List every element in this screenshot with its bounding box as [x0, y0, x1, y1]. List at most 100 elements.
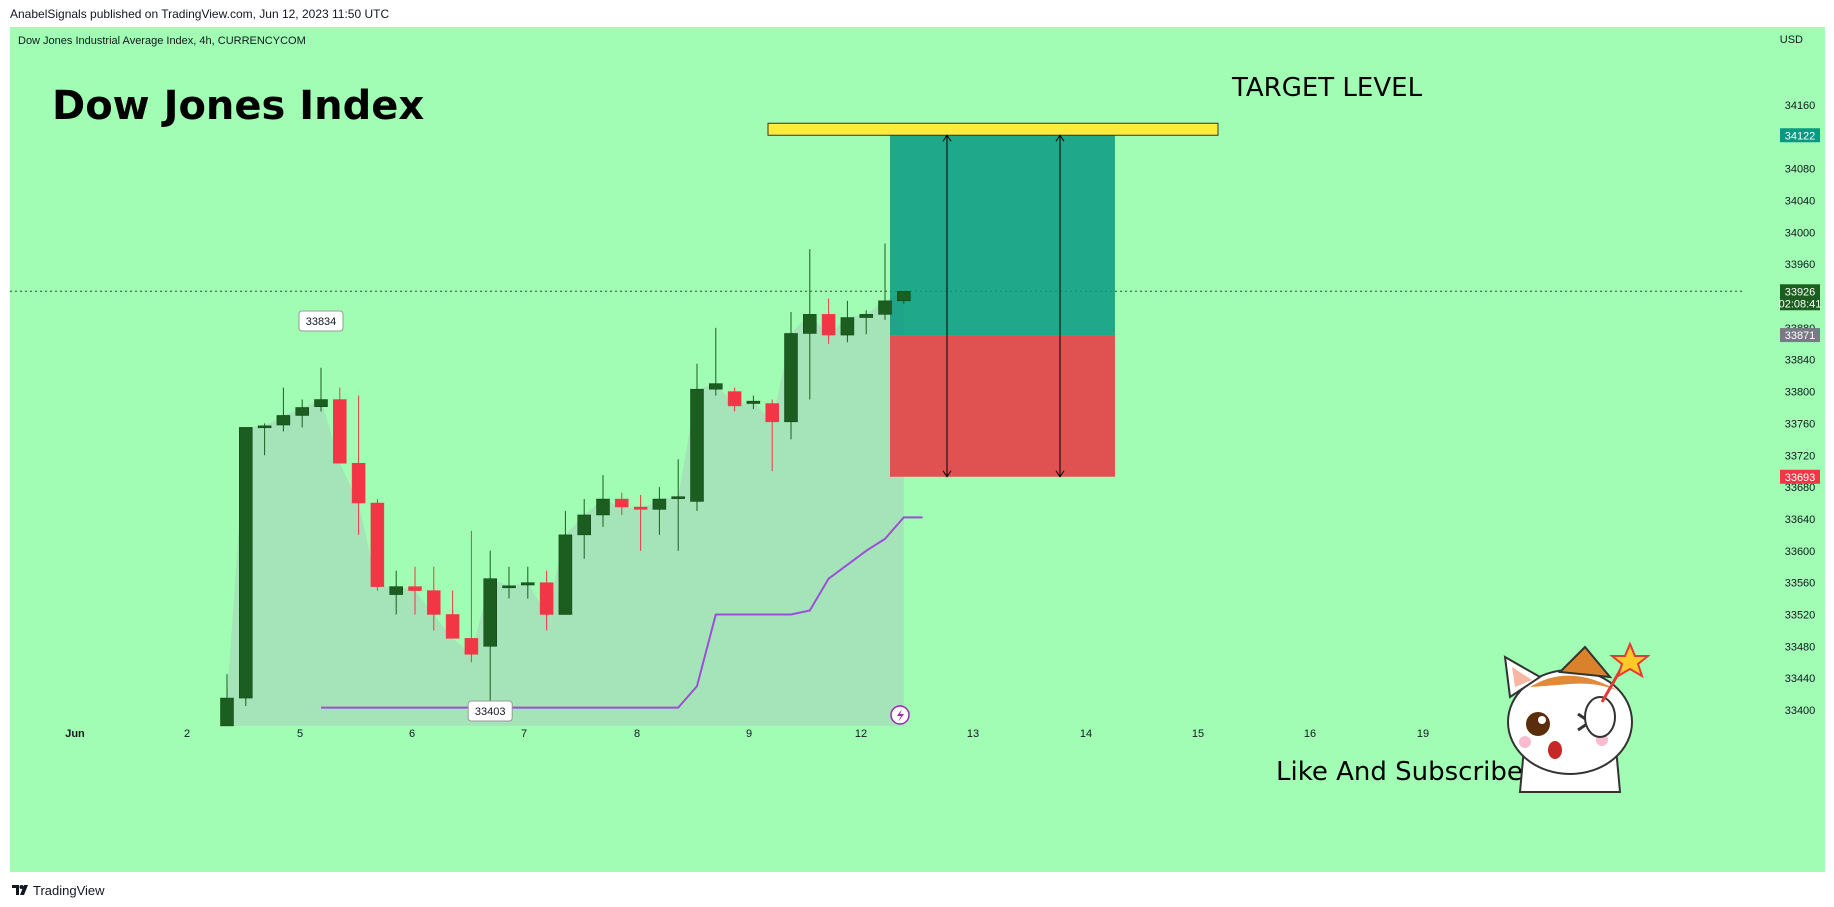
trailing-stop-line — [321, 516, 923, 709]
current-price-tag: 33926 — [1785, 286, 1816, 298]
candle-body — [464, 638, 479, 655]
candle-body — [408, 586, 422, 591]
y-tick-label: 34000 — [1785, 227, 1816, 239]
loss-zone — [890, 335, 1115, 477]
y-tick-label: 33760 — [1785, 418, 1816, 430]
x-tick-label: 15 — [1192, 728, 1204, 740]
candle-body — [596, 498, 610, 516]
y-tick-label: 34080 — [1785, 164, 1816, 176]
x-tick-label: 8 — [634, 728, 640, 740]
svg-text:33403: 33403 — [475, 706, 506, 718]
bottom-bar: TradingView — [0, 872, 1834, 907]
tradingview-logo[interactable]: TradingView — [12, 883, 105, 898]
y-tick-label: 34160 — [1785, 100, 1816, 112]
candle-body — [897, 291, 911, 302]
candle-body — [878, 300, 892, 315]
x-tick-label: 2 — [184, 728, 190, 740]
x-tick-label: 6 — [409, 728, 415, 740]
candle-body — [370, 502, 385, 587]
published-info: AnabelSignals published on TradingView.c… — [10, 7, 390, 21]
y-tick-label: 33480 — [1785, 641, 1816, 653]
candle-body — [502, 585, 516, 589]
price-area-fill — [227, 291, 904, 726]
candle-body — [445, 614, 460, 639]
candle-body — [859, 314, 873, 318]
candle-body — [615, 498, 629, 508]
price-chart[interactable]: 3383433403341603408034040340003396033880… — [10, 27, 1825, 872]
y-tick-label: 33840 — [1785, 355, 1816, 367]
current-price-tag-bg — [1780, 284, 1820, 311]
top-bar: AnabelSignals published on TradingView.c… — [0, 0, 1834, 27]
candle-body — [220, 697, 234, 727]
entry-price-tag-bg — [1780, 328, 1820, 343]
cat-mascot-icon — [1503, 642, 1650, 793]
candle-body — [427, 590, 441, 615]
candle-body — [295, 407, 309, 416]
candle-body — [276, 415, 291, 426]
tradingview-icon — [12, 883, 28, 898]
high-price-label: 33834 — [298, 310, 344, 332]
lightning-bolt — [897, 709, 904, 722]
candle-body — [803, 314, 817, 334]
candle-body — [539, 582, 554, 615]
y-tick-label: 33400 — [1785, 705, 1816, 717]
x-tick-label: Jun — [65, 728, 85, 740]
candle-body — [784, 333, 798, 423]
symbol-title[interactable]: Dow Jones Industrial Average Index, 4h, … — [18, 35, 306, 47]
range-arrow-head-down-2 — [1055, 470, 1065, 478]
x-tick-label: 19 — [1417, 728, 1429, 740]
y-tick-label: 33640 — [1785, 514, 1816, 526]
y-tick-label: 33800 — [1785, 387, 1816, 399]
current-price-tag-countdown: 02:08:41 — [1779, 298, 1822, 310]
target-level-label: TARGET LEVEL — [1232, 73, 1423, 103]
y-tick-label: 33440 — [1785, 673, 1816, 685]
x-tick-label: 16 — [1304, 728, 1316, 740]
tradingview-brand: TradingView — [33, 883, 105, 898]
like-subscribe-text: Like And Subscribe — [1276, 757, 1523, 787]
candle-body — [671, 496, 685, 499]
y-tick-label: 33600 — [1785, 546, 1816, 558]
y-tick-label: 33560 — [1785, 578, 1816, 590]
low-price-label: 33403 — [467, 700, 513, 722]
x-tick-label: 9 — [746, 728, 752, 740]
y-tick-label: 33720 — [1785, 450, 1816, 462]
candle-body — [351, 462, 366, 504]
x-tick-label: 5 — [297, 728, 303, 740]
chart-area[interactable]: 3383433403341603408034040340003396033880… — [10, 27, 1825, 872]
candle-body — [239, 427, 253, 699]
candle-body — [652, 498, 667, 510]
x-tick-label: 12 — [855, 728, 867, 740]
y-tick-label: 33680 — [1785, 482, 1816, 494]
range-arrow-head-up-1 — [942, 134, 952, 142]
x-tick-label: 7 — [521, 728, 527, 740]
range-arrow-head-down-1 — [942, 470, 952, 478]
target-price-tag: 34122 — [1785, 130, 1816, 142]
candle-body — [483, 578, 497, 647]
currency-label[interactable]: USD — [1779, 34, 1803, 46]
candle-body — [765, 403, 779, 423]
candle-body — [558, 534, 573, 615]
stop-price-tag: 33693 — [1785, 472, 1816, 484]
profit-zone — [890, 135, 1115, 336]
y-tick-label: 33960 — [1785, 259, 1816, 271]
candle-body — [821, 314, 836, 336]
candle-body — [257, 425, 272, 429]
y-tick-label: 33520 — [1785, 609, 1816, 621]
x-tick-label: 14 — [1080, 728, 1092, 740]
target-level-bar — [767, 122, 1219, 136]
candle-body — [746, 400, 761, 404]
x-tick-label: 13 — [967, 728, 979, 740]
svg-text:33834: 33834 — [306, 316, 337, 328]
entry-price-tag: 33871 — [1785, 330, 1816, 342]
candle-body — [521, 582, 535, 586]
candle-body — [333, 399, 347, 464]
chart-headline: Dow Jones Index — [52, 83, 425, 129]
candle-body — [633, 506, 648, 510]
candle-body — [577, 514, 591, 536]
range-arrow-head-up-2 — [1055, 134, 1065, 142]
candle-body — [690, 388, 704, 502]
candle-body — [314, 399, 328, 407]
candle-body — [709, 383, 723, 390]
stop-price-tag-bg — [1780, 469, 1820, 484]
candle-body — [840, 317, 855, 336]
